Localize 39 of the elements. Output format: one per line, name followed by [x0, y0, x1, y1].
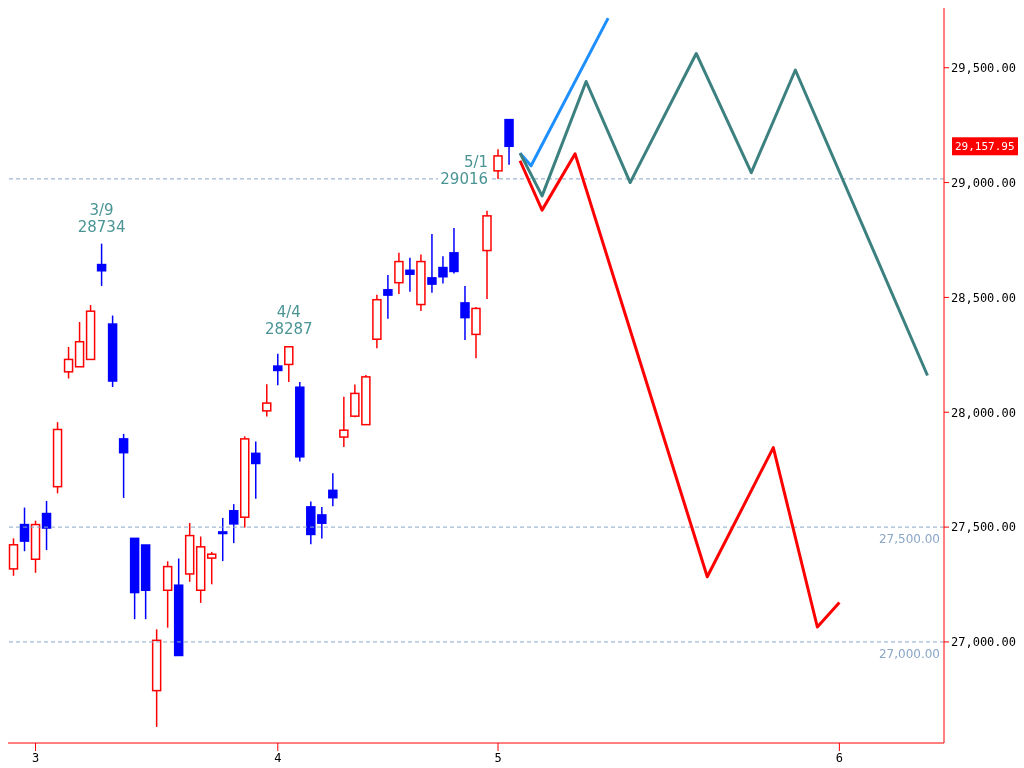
candlestick	[19, 506, 30, 552]
candlestick	[262, 383, 272, 418]
annotation: 4/4 28287	[264, 303, 313, 339]
candlestick	[96, 242, 107, 287]
candlestick	[228, 503, 239, 544]
candlestick	[63, 346, 74, 380]
y-tick-label: 28,500.00	[951, 290, 1017, 305]
candlestick	[206, 551, 217, 586]
candlestick	[383, 274, 393, 320]
annotation: 5/1 29016	[440, 152, 489, 188]
candlestick	[162, 560, 173, 629]
line-series	[518, 152, 841, 629]
annotation: 3/9 28734	[77, 200, 126, 236]
line-series	[518, 51, 929, 377]
y-tick-label: 27,000.00	[951, 635, 1017, 650]
text: 29,157.95	[955, 140, 1015, 154]
y-tick-label: 29,500.00	[951, 60, 1017, 75]
x-tick-label: 5	[494, 750, 502, 765]
candlestick	[460, 285, 470, 341]
candlestick	[328, 472, 338, 507]
candlestick	[493, 148, 503, 180]
x-tick-label: 3	[31, 750, 40, 765]
candlestick	[251, 440, 261, 500]
x-tick-label: 6	[835, 750, 844, 765]
candlestick	[273, 352, 283, 386]
candlestick	[217, 517, 228, 562]
y-tick-label: 27,500.00	[951, 520, 1017, 535]
candlestick	[427, 233, 437, 294]
candlestick	[284, 345, 294, 383]
ref-line-label: 27,000.00	[878, 646, 940, 661]
candlestick	[405, 256, 415, 293]
y-tick-label: 28,000.00	[951, 405, 1017, 420]
candlestick	[41, 500, 52, 551]
x-tick-label: 4	[274, 750, 282, 765]
y-tick-label: 29,000.00	[951, 175, 1017, 190]
candlestick	[339, 395, 349, 448]
candlestick	[394, 252, 404, 295]
candlestick	[118, 433, 129, 499]
ref-line-label: 27,500.00	[878, 532, 940, 547]
